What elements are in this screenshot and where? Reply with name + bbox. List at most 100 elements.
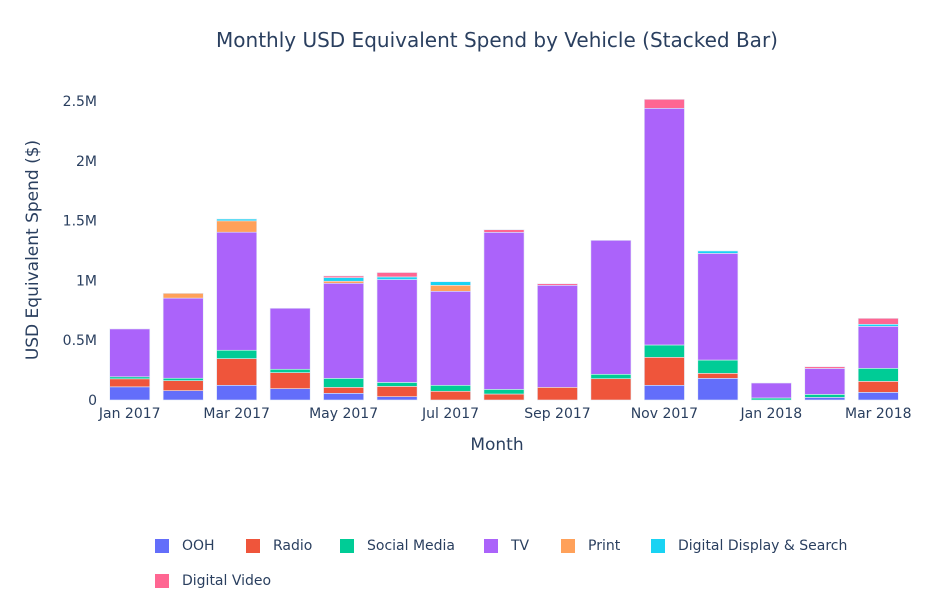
bar-segment-digital-video-sep-2017[interactable] xyxy=(537,283,578,286)
bar-segment-tv-jul-2017[interactable] xyxy=(430,290,471,386)
legend-item-radio[interactable]: Radio xyxy=(246,538,312,554)
bar-segment-tv-apr-2017[interactable] xyxy=(269,307,311,370)
bar-segment-ooh-feb-2017[interactable] xyxy=(162,390,204,401)
bar-segment-digital-display-search-jun-2017[interactable] xyxy=(376,276,418,280)
legend-label: OOH xyxy=(182,538,215,554)
legend-label: Digital Display & Search xyxy=(678,538,848,554)
bar-segment-tv-mar-2018[interactable] xyxy=(857,326,899,369)
bar-segment-social-media-mar-2018[interactable] xyxy=(857,368,899,382)
bar-segment-radio-dec-2017[interactable] xyxy=(697,373,739,379)
bar-segment-ooh-jun-2017[interactable] xyxy=(376,396,418,401)
legend-swatch xyxy=(340,539,354,553)
bar-segment-social-media-feb-2018[interactable] xyxy=(804,394,846,398)
bar-segment-ooh-jan-2017[interactable] xyxy=(109,386,151,401)
bar-segment-ooh-apr-2017[interactable] xyxy=(269,388,311,401)
y-axis-label: USD Equivalent Spend ($) xyxy=(23,140,43,360)
legend-label: TV xyxy=(511,538,530,554)
bar-segment-social-media-jun-2017[interactable] xyxy=(376,382,418,387)
bar-segment-social-media-mar-2017[interactable] xyxy=(216,349,258,359)
bar-segment-ooh-mar-2017[interactable] xyxy=(216,384,258,401)
bar-segment-social-media-nov-2017[interactable] xyxy=(644,344,685,358)
bar-segment-digital-display-search-mar-2018[interactable] xyxy=(857,323,899,327)
bar-segment-social-media-dec-2017[interactable] xyxy=(697,359,739,374)
bar-segment-ooh-mar-2018[interactable] xyxy=(857,392,899,401)
bar-segment-social-media-apr-2017[interactable] xyxy=(269,368,311,373)
x-axis-label: Month xyxy=(470,435,523,455)
bar-segment-ooh-feb-2018[interactable] xyxy=(804,397,846,401)
bar-segment-digital-display-search-jul-2017[interactable] xyxy=(430,281,471,286)
bar-segment-social-media-jan-2018[interactable] xyxy=(750,397,792,401)
bar-segment-digital-video-nov-2017[interactable] xyxy=(644,99,685,109)
bar-segment-tv-oct-2017[interactable] xyxy=(590,240,632,375)
bar-segment-print-may-2017[interactable] xyxy=(323,280,364,284)
bar-segment-digital-display-search-dec-2017[interactable] xyxy=(697,250,739,254)
legend-item-ooh[interactable]: OOH xyxy=(155,538,215,554)
x-tick-label: Jul 2017 xyxy=(421,406,479,422)
bar-segment-social-media-feb-2017[interactable] xyxy=(162,377,204,381)
bar-segment-tv-jan-2018[interactable] xyxy=(750,382,792,399)
y-tick-label: 2.5M xyxy=(63,94,97,110)
bar-segment-tv-dec-2017[interactable] xyxy=(697,253,739,361)
y-tick-label: 0 xyxy=(88,393,97,409)
bar-segment-digital-video-aug-2017[interactable] xyxy=(483,229,525,233)
bar-segment-digital-video-jun-2017[interactable] xyxy=(376,272,418,278)
legend-label: Social Media xyxy=(367,538,456,554)
x-tick-label: Jan 2018 xyxy=(739,406,802,422)
bar-segment-print-jul-2017[interactable] xyxy=(430,285,471,292)
legend-item-social-media[interactable]: Social Media xyxy=(340,538,455,554)
bar-segment-social-media-aug-2017[interactable] xyxy=(483,389,525,395)
bar-segment-radio-apr-2017[interactable] xyxy=(269,372,311,389)
bar-segment-radio-mar-2018[interactable] xyxy=(857,381,899,393)
bar-segment-digital-video-may-2017[interactable] xyxy=(323,275,364,278)
bar-segment-ooh-dec-2017[interactable] xyxy=(697,378,739,401)
bar-segment-tv-aug-2017[interactable] xyxy=(483,232,525,390)
bar-segment-print-mar-2017[interactable] xyxy=(216,220,258,233)
bar-segment-tv-jan-2017[interactable] xyxy=(109,328,151,378)
legend-item-digital-display-search[interactable]: Digital Display & Search xyxy=(651,538,847,554)
legend-item-print[interactable]: Print xyxy=(561,538,620,554)
bar-segment-tv-feb-2018[interactable] xyxy=(804,368,846,395)
bar-segment-ooh-may-2017[interactable] xyxy=(323,393,364,401)
legend-label: Digital Video xyxy=(182,573,272,589)
bar-segment-digital-display-search-mar-2017[interactable] xyxy=(216,218,258,222)
legend-item-digital-video[interactable]: Digital Video xyxy=(155,573,271,589)
legend-swatch xyxy=(155,574,169,588)
bar-segment-radio-sep-2017[interactable] xyxy=(537,387,578,401)
bar-segment-radio-jun-2017[interactable] xyxy=(376,386,418,397)
bar-segment-radio-may-2017[interactable] xyxy=(323,387,364,394)
bar-segment-radio-jul-2017[interactable] xyxy=(430,390,471,401)
bar-segment-social-media-jan-2017[interactable] xyxy=(109,376,151,380)
bar-segment-tv-feb-2017[interactable] xyxy=(162,297,204,379)
bar-segment-radio-feb-2017[interactable] xyxy=(162,380,204,391)
legend-item-tv[interactable]: TV xyxy=(484,538,529,554)
legend-swatch xyxy=(155,539,169,553)
bar-segment-digital-video-feb-2018[interactable] xyxy=(804,366,846,369)
bar-segment-tv-nov-2017[interactable] xyxy=(644,107,685,346)
bar-segment-digital-video-mar-2018[interactable] xyxy=(857,318,899,325)
bar-segment-radio-mar-2017[interactable] xyxy=(216,358,258,386)
legend-label: Print xyxy=(588,538,621,554)
bar-segment-radio-nov-2017[interactable] xyxy=(644,357,685,386)
legend-swatch xyxy=(561,539,575,553)
bar-segment-tv-jun-2017[interactable] xyxy=(376,279,418,383)
bar-segment-social-media-jul-2017[interactable] xyxy=(430,384,471,392)
y-tick-label: 1.5M xyxy=(63,214,97,230)
bar-segment-radio-jan-2017[interactable] xyxy=(109,378,151,388)
bar-segment-radio-oct-2017[interactable] xyxy=(590,378,632,401)
x-tick-label: Mar 2017 xyxy=(203,406,270,422)
x-tick-label: May 2017 xyxy=(309,406,378,422)
bar-segment-ooh-nov-2017[interactable] xyxy=(644,384,685,401)
bar-segment-print-feb-2017[interactable] xyxy=(162,293,204,299)
legend-label: Radio xyxy=(273,538,313,554)
bar-segment-social-media-may-2017[interactable] xyxy=(323,378,364,388)
bar-segment-tv-mar-2017[interactable] xyxy=(216,231,258,351)
bar-segment-social-media-oct-2017[interactable] xyxy=(590,373,632,380)
bar-segment-tv-may-2017[interactable] xyxy=(323,282,364,379)
bar-segment-radio-aug-2017[interactable] xyxy=(483,393,525,401)
bar-segment-digital-display-search-may-2017[interactable] xyxy=(323,277,364,282)
legend-swatch xyxy=(484,539,498,553)
y-tick-label: 1M xyxy=(76,273,97,289)
bar-segment-tv-sep-2017[interactable] xyxy=(537,285,578,388)
